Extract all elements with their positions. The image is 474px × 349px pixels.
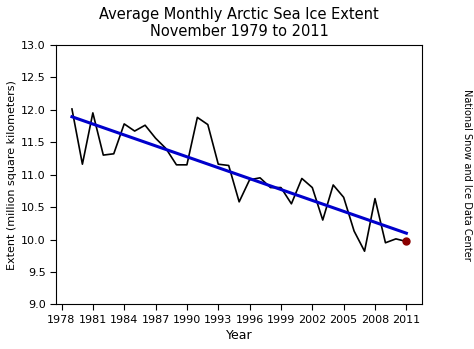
- Text: National Snow and Ice Data Center: National Snow and Ice Data Center: [462, 89, 472, 260]
- X-axis label: Year: Year: [226, 329, 253, 342]
- Title: Average Monthly Arctic Sea Ice Extent
November 1979 to 2011: Average Monthly Arctic Sea Ice Extent No…: [99, 7, 379, 39]
- Y-axis label: Extent (million square kilometers): Extent (million square kilometers): [7, 80, 17, 269]
